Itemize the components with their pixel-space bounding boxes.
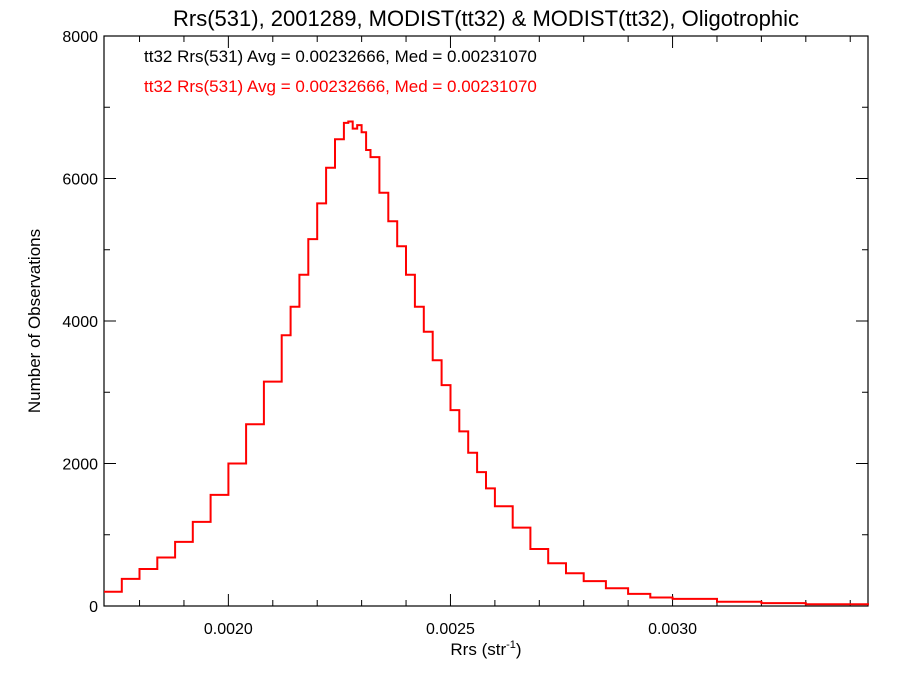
x-tick-label: 0.0030	[648, 621, 697, 638]
histogram-series-line	[104, 120, 869, 606]
x-axis-label-main: Rrs (str	[450, 640, 506, 659]
y-tick-label: 8000	[62, 29, 98, 46]
series-group	[104, 120, 869, 606]
x-tick-label: 0.0020	[204, 621, 253, 638]
x-tick-label: 0.0025	[426, 621, 475, 638]
plot-frame	[103, 35, 869, 607]
y-tick-label: 4000	[62, 314, 98, 331]
y-tick-label: 6000	[62, 172, 98, 189]
x-axis-label-superscript: -1	[506, 639, 516, 651]
annotation-black: tt32 Rrs(531) Avg = 0.00232666, Med = 0.…	[144, 47, 537, 66]
chart-title: Rrs(531), 2001289, MODIST(tt32) & MODIST…	[173, 6, 799, 31]
annotation-red: tt32 Rrs(531) Avg = 0.00232666, Med = 0.…	[144, 77, 537, 96]
x-axis-label: Rrs (str-1)	[450, 639, 521, 659]
y-tick-label: 2000	[62, 457, 98, 474]
axis-ticks: 0 2000 4000 6000 8000 0.0020 0.0025 0.0030	[62, 29, 868, 638]
y-axis-label: Number of Observations	[25, 229, 44, 413]
x-axis-label-close: )	[516, 640, 522, 659]
y-tick-label: 0	[89, 599, 98, 616]
